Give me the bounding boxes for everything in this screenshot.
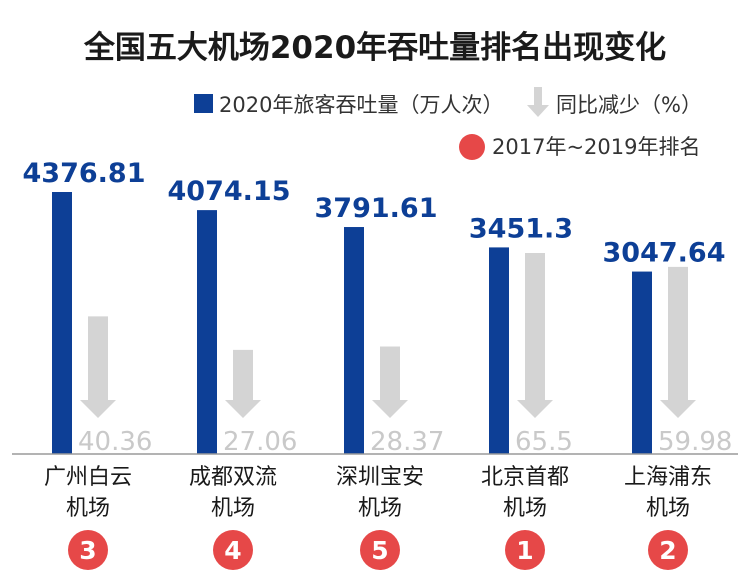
data-label-decrease: 40.36 [78,427,152,457]
rank-badge [68,530,108,570]
bar-throughput [344,227,364,454]
legend-label-rank: 2017年~2019年排名 [492,135,700,159]
rank-badge [505,530,545,570]
category-label: 机场 [211,496,255,521]
rank-label: 5 [371,536,388,565]
category-label: 上海浦东 [624,465,712,490]
category-label: 机场 [66,496,110,521]
data-label-throughput: 4376.81 [23,158,146,189]
category-label: 机场 [358,496,402,521]
rank-badge [648,530,688,570]
legend-label-throughput: 2020年旅客吞吐量（万人次） [219,93,503,117]
category-label: 机场 [646,496,690,521]
bar-throughput [52,192,72,454]
data-label-throughput: 4074.15 [168,176,291,207]
rank-badge [360,530,400,570]
category-label: 北京首都 [481,465,569,490]
arrow-decrease [660,266,696,418]
bar-throughput [197,210,217,454]
data-label-throughput: 3791.61 [315,193,438,224]
category-label: 成都双流 [189,465,277,490]
data-label-decrease: 28.37 [370,427,444,457]
arrow-decrease [225,349,261,418]
arrow-decrease [517,253,553,418]
category-label: 广州白云 [44,465,132,490]
arrow-decrease [372,346,408,418]
data-label-decrease: 59.98 [658,427,732,457]
rank-label: 3 [79,536,96,565]
rank-label: 4 [224,536,241,565]
category-label: 深圳宝安 [336,465,424,490]
bar-throughput [489,247,509,454]
rank-label: 1 [516,536,533,565]
chart-title: 全国五大机场2020年吞吐量排名出现变化 [83,30,666,66]
legend-swatch-rank [459,134,485,160]
arrow-decrease [80,316,116,418]
data-label-throughput: 3451.3 [469,213,573,244]
data-label-throughput: 3047.64 [603,238,726,269]
rank-badge [213,530,253,570]
legend-label-decrease: 同比减少（%） [556,93,702,117]
rank-label: 2 [659,536,676,565]
down-arrow-icon [527,87,549,117]
data-label-decrease: 65.5 [515,427,573,457]
legend-swatch-throughput [194,94,213,113]
data-label-decrease: 27.06 [223,427,297,457]
category-label: 机场 [503,496,547,521]
bar-throughput [632,271,652,454]
